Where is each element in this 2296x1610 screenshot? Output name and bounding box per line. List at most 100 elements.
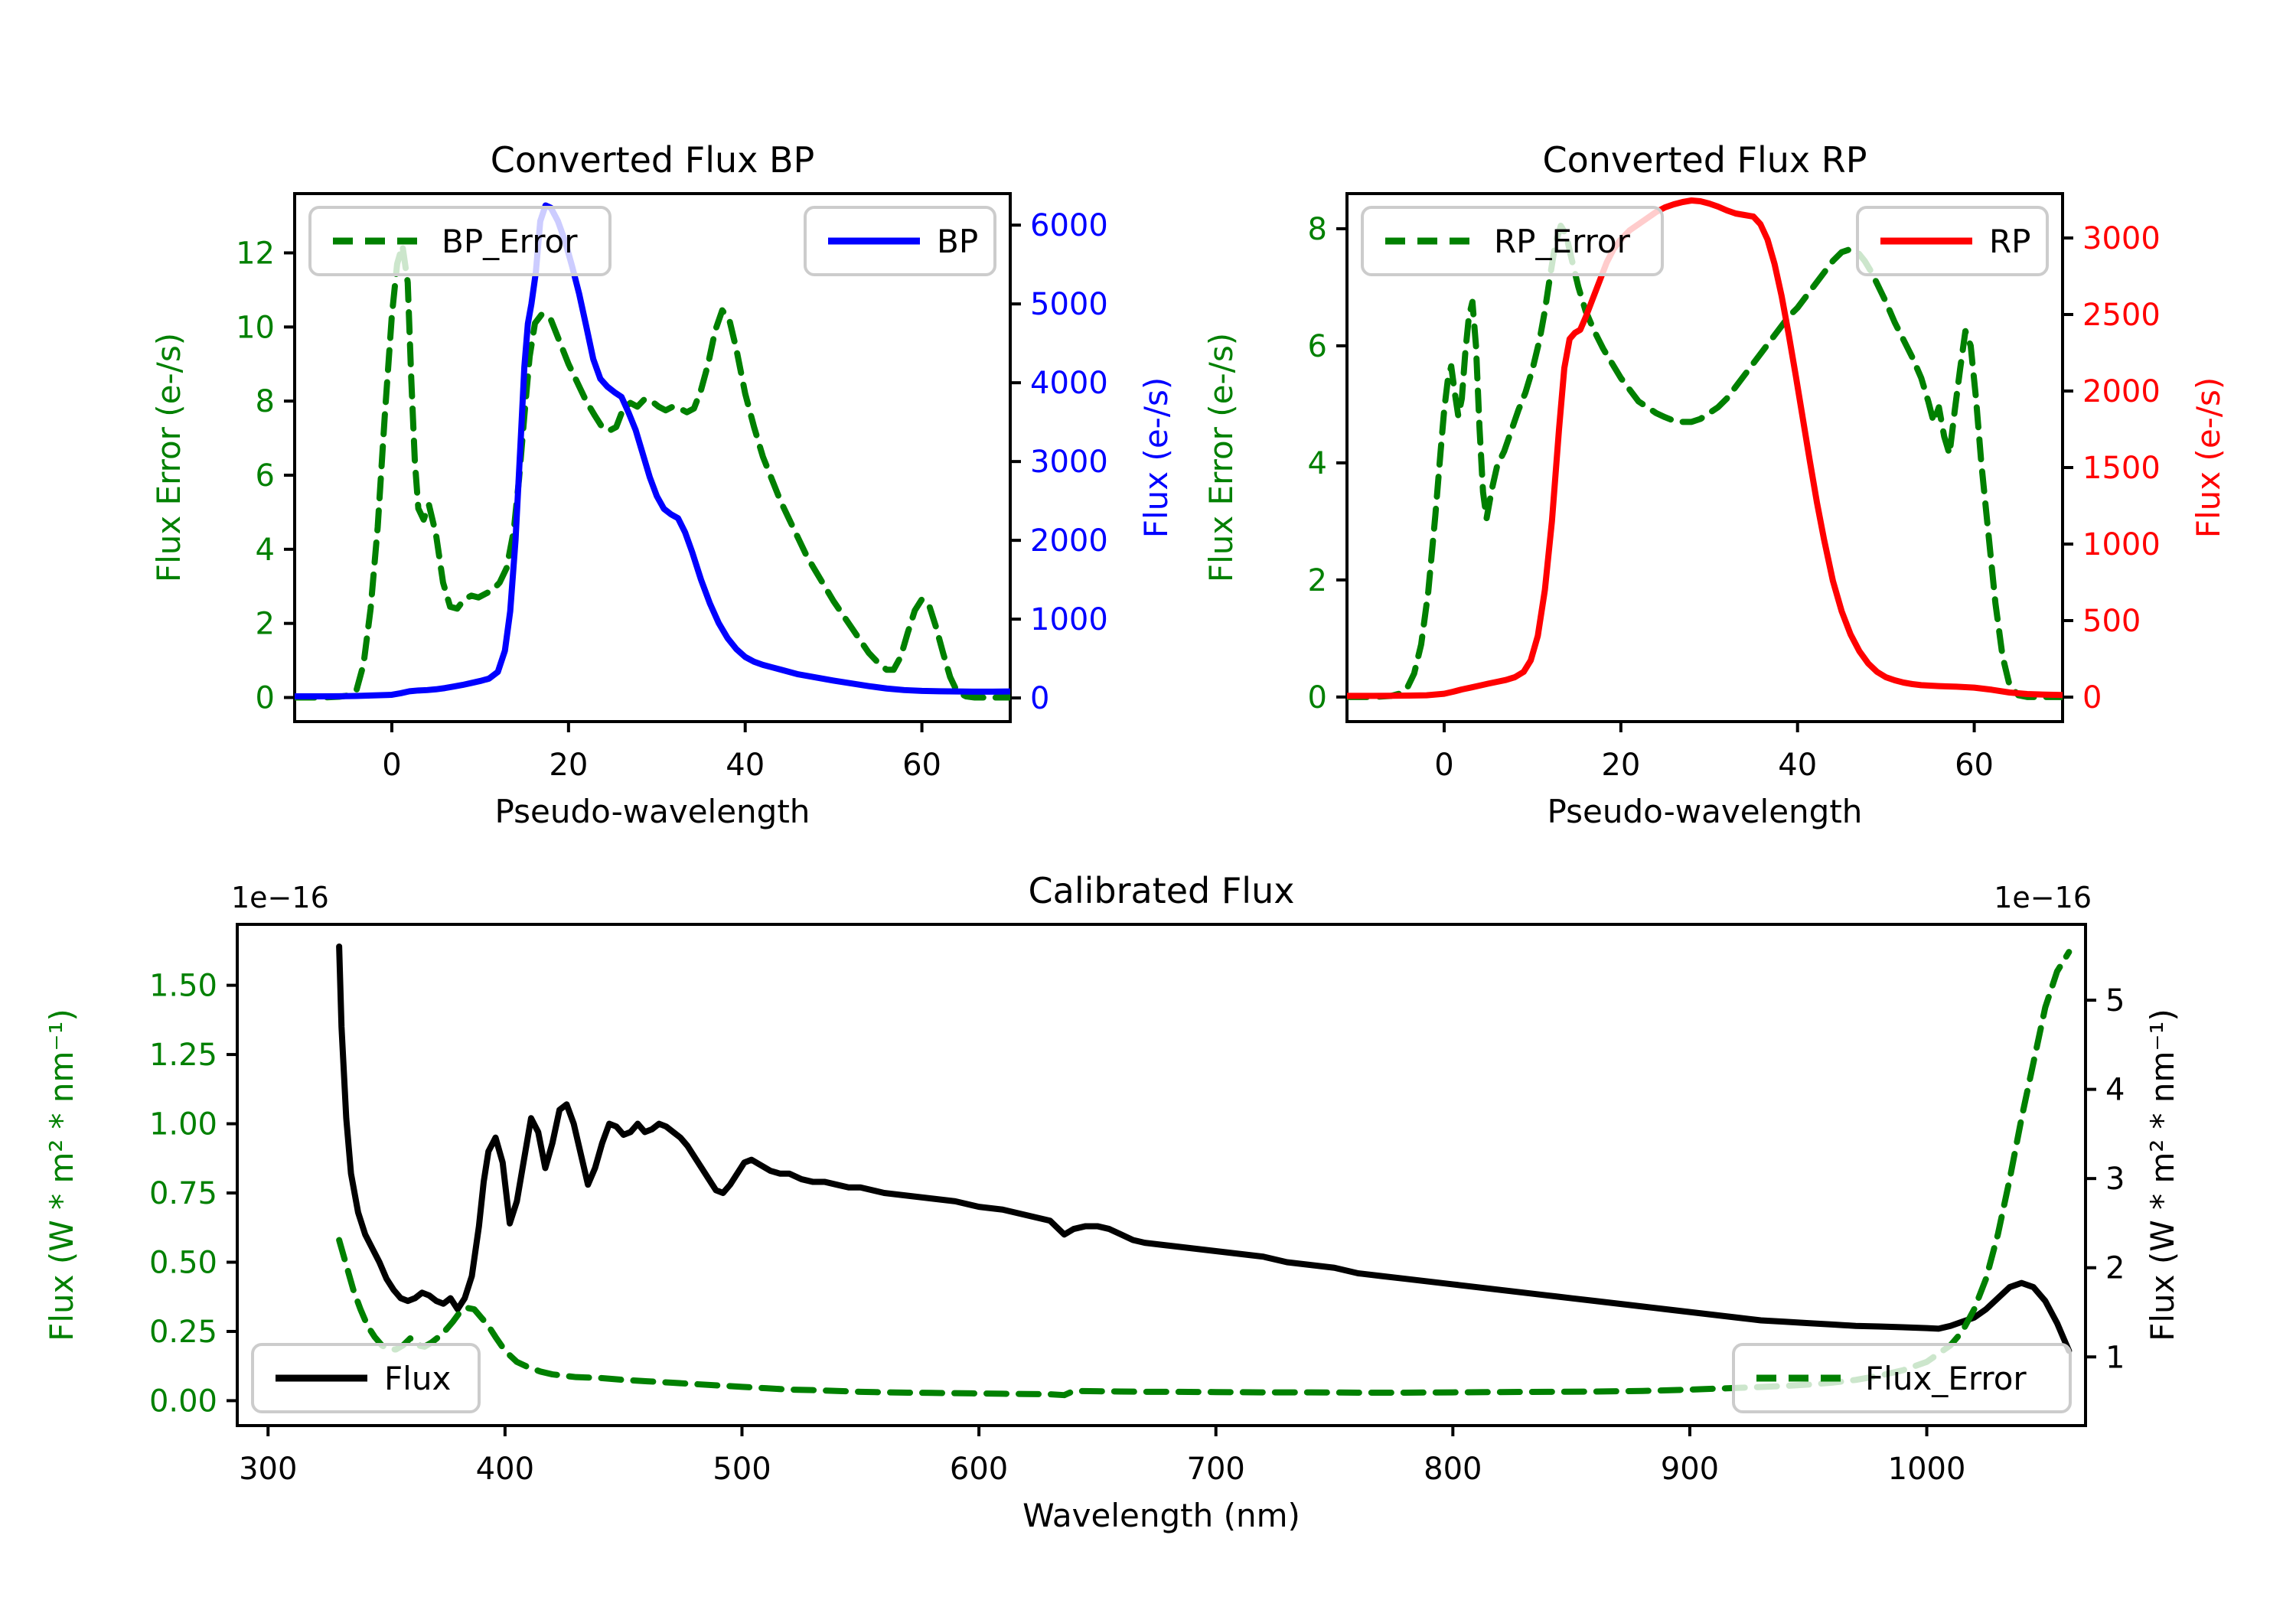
y-tick-label-left: 1.25: [149, 1038, 217, 1073]
x-tick-label: 800: [1424, 1452, 1482, 1487]
x-tick-label: 20: [1601, 748, 1640, 783]
y-tick-label-right: 3: [2105, 1162, 2125, 1197]
x-tick-label: 60: [902, 748, 941, 783]
y-tick-label-right: 0: [1030, 681, 1049, 716]
y-tick-label-left: 0.75: [149, 1176, 217, 1211]
x-axis-label: Pseudo-wavelength: [1548, 793, 1863, 830]
legend-rp_error: RP_Error: [1361, 206, 1664, 276]
y-tick-label-left: 1.50: [149, 969, 217, 1004]
y-axis-label-left: Flux Error (e-/s): [150, 333, 188, 582]
y-tick-label-left: 0: [256, 681, 275, 716]
series-rp: [1347, 197, 2063, 699]
axes-frame: [236, 923, 2087, 1427]
y-tick-label-right: 3000: [1030, 445, 1108, 480]
offset-text-right: 1e−16: [1994, 881, 2092, 914]
y-tick-label-right: 2000: [1030, 523, 1108, 559]
legend-box: [1361, 206, 1664, 276]
x-tick-label: 1000: [1888, 1452, 1966, 1487]
legend-label: BP: [937, 223, 978, 260]
x-tick-label: 500: [713, 1452, 771, 1487]
x-tick-label: 40: [726, 748, 765, 783]
y-tick-label-left: 0.50: [149, 1245, 217, 1280]
y-tick-label-right: 2500: [2082, 298, 2161, 333]
y-tick-label-left: 6: [1308, 329, 1327, 364]
x-tick-label: 400: [476, 1452, 534, 1487]
y-tick-label-right: 2000: [2082, 374, 2161, 409]
x-axis-label: Pseudo-wavelength: [495, 793, 810, 830]
x-tick-label: 60: [1955, 748, 1994, 783]
legend-bp: BP: [804, 206, 996, 276]
y-tick-label-right: 3000: [2082, 221, 2161, 256]
x-tick-label: 900: [1661, 1452, 1719, 1487]
offset-text-left: 1e−16: [231, 881, 329, 914]
series-flux_error: [336, 949, 2073, 1399]
legend-box: [308, 206, 612, 276]
legend-label: BP_Error: [442, 223, 578, 260]
y-tick-label-left: 12: [236, 236, 275, 271]
legend-label: Flux_Error: [1865, 1360, 2027, 1397]
y-axis-label-right: Flux (e-/s): [1137, 377, 1175, 538]
chart-converted_flux_rp: Converted Flux RP0 20 40 60Pseudo-wavelengt…: [1202, 139, 2227, 830]
y-tick-label-left: 2: [256, 607, 275, 642]
y-tick-label-right: 6000: [1030, 208, 1108, 243]
legend-label: RP: [1989, 223, 2031, 260]
curves: [295, 202, 1010, 701]
y-tick-label-left: 1.00: [149, 1107, 217, 1142]
y-tick-label-right: 1000: [2082, 527, 2161, 562]
y-tick-label-left: 8: [256, 384, 275, 419]
chart-title-converted_flux_rp: Converted Flux RP: [1543, 139, 1867, 181]
x-axis-label: Wavelength (nm): [1022, 1497, 1300, 1534]
y-tick-label-right: 1000: [1030, 602, 1108, 637]
y-tick-label-left: 8: [1308, 212, 1327, 247]
chart-title-converted_flux_bp: Converted Flux BP: [491, 139, 815, 181]
legend-box: [1732, 1343, 2072, 1413]
y-tick-label-right: 5: [2105, 983, 2125, 1018]
y-tick-label-left: 0.00: [149, 1383, 217, 1419]
y-tick-label-left: 0.25: [149, 1315, 217, 1350]
series-rp_error: [1347, 223, 2063, 700]
legend-label: RP_Error: [1494, 223, 1631, 260]
y-tick-label-left: 4: [1308, 446, 1327, 481]
y-tick-label-right: 1: [2105, 1340, 2125, 1375]
y-tick-label-right: 4: [2105, 1073, 2125, 1108]
y-tick-label-left: 2: [1308, 563, 1327, 598]
series-flux: [336, 943, 2073, 1354]
series-bp_error: [295, 242, 1010, 701]
legend-label: Flux: [384, 1360, 451, 1397]
x-tick-label: 300: [239, 1452, 297, 1487]
chart-converted_flux_bp: Converted Flux BP0 20 40 60Pseudo-wavelengt…: [150, 139, 1175, 830]
curves: [1347, 197, 2063, 700]
y-tick-label-right: 2: [2105, 1251, 2125, 1286]
curves: [336, 943, 2073, 1399]
x-tick-label: 0: [1434, 748, 1453, 783]
y-tick-label-left: 4: [256, 533, 275, 568]
y-tick-label-left: 0: [1308, 680, 1327, 715]
y-axis-label-left: Flux Error (e-/s): [1202, 333, 1240, 582]
legend-rp: RP: [1856, 206, 2049, 276]
x-tick-label: 0: [382, 748, 401, 783]
y-tick-label-left: 10: [236, 310, 275, 345]
y-tick-label-left: 6: [256, 458, 275, 494]
y-tick-label-right: 0: [2082, 680, 2102, 715]
chart-calibrated_flux: Calibrated Flux 300 400 500 600 700 800 900 1000…: [43, 870, 2181, 1534]
y-tick-label-right: 1500: [2082, 451, 2161, 486]
axes-frame: [1345, 192, 2064, 723]
axes-frame: [293, 192, 1012, 723]
legend-flux_error: Flux_Error: [1732, 1343, 2072, 1413]
legend-bp_error: BP_Error: [308, 206, 612, 276]
y-axis-label-left: Flux (W * m² * nm⁻¹): [43, 1009, 80, 1341]
series-bp: [295, 202, 1010, 700]
x-tick-label: 40: [1778, 748, 1817, 783]
y-tick-label-right: 500: [2082, 604, 2141, 639]
legend-flux: Flux: [251, 1343, 481, 1413]
y-tick-label-right: 5000: [1030, 287, 1108, 322]
y-axis-label-right: Flux (W * m² * nm⁻¹): [2144, 1009, 2181, 1341]
x-tick-label: 600: [950, 1452, 1008, 1487]
y-axis-label-right: Flux (e-/s): [2190, 377, 2227, 538]
chart-title-calibrated_flux: Calibrated Flux: [1029, 870, 1295, 911]
x-tick-label: 700: [1187, 1452, 1245, 1487]
y-tick-label-right: 4000: [1030, 366, 1108, 401]
x-tick-label: 20: [549, 748, 588, 783]
